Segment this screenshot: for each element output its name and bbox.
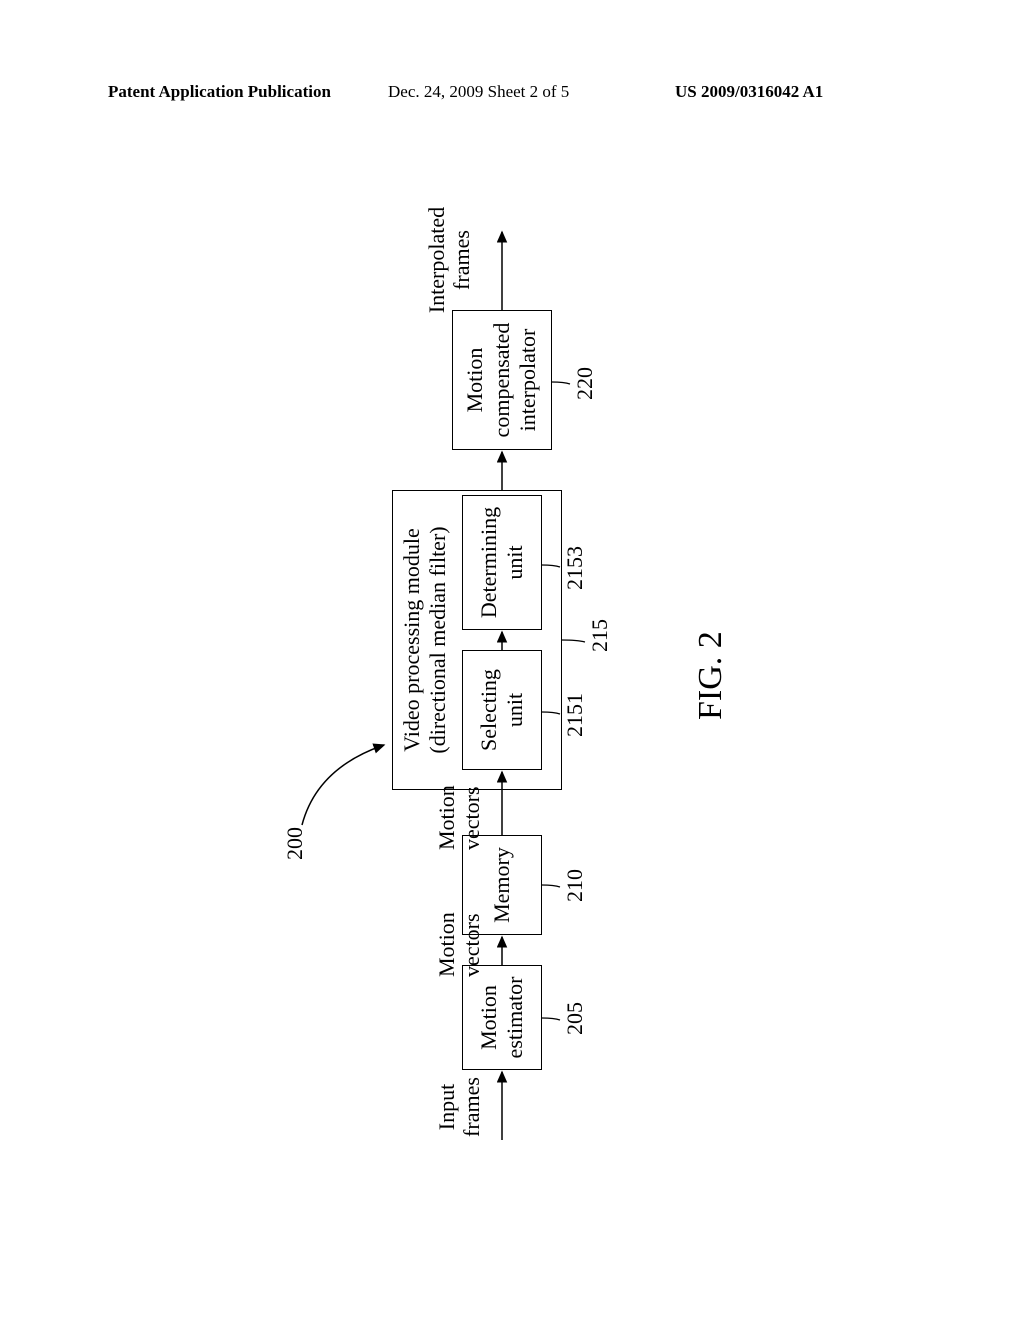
selecting-line2: unit [502, 693, 528, 727]
output-label: Interpolated frames [424, 200, 475, 320]
header-right: US 2009/0316042 A1 [675, 82, 823, 102]
determining-line1: Determining [476, 507, 502, 618]
module-title-line1: Video processing module [399, 528, 425, 752]
mci-line3: interpolator [515, 329, 541, 432]
ref-2151: 2151 [562, 693, 588, 737]
ref-200: 200 [282, 827, 308, 860]
module-title-line2: (directional median filter) [425, 526, 451, 753]
header-left: Patent Application Publication [108, 82, 331, 102]
ref-205: 205 [562, 1002, 588, 1035]
figure-caption: FIG. 2 [692, 631, 730, 720]
input-label: Input frames [434, 1072, 485, 1142]
motion-estimator-line2: estimator [502, 977, 528, 1059]
selecting-line1: Selecting [476, 669, 502, 751]
ref-220: 220 [572, 367, 598, 400]
motion-vectors-label-1: Motion vectors [434, 902, 485, 977]
ref-2153: 2153 [562, 546, 588, 590]
selecting-unit-box: Selecting unit [462, 650, 542, 770]
mci-line2: compensated [489, 323, 515, 438]
motion-estimator-line1: Motion [476, 985, 502, 1050]
mci-line1: Motion [462, 348, 488, 413]
memory-line1: Memory [489, 847, 515, 923]
ref-215: 215 [587, 619, 613, 652]
motion-vectors-label-2: Motion vectors [434, 775, 485, 850]
header-center: Dec. 24, 2009 Sheet 2 of 5 [388, 82, 569, 102]
determining-unit-box: Determining unit [462, 495, 542, 630]
mci-box: Motion compensated interpolator [452, 310, 552, 450]
determining-line2: unit [502, 545, 528, 579]
motion-estimator-box: Motion estimator [462, 965, 542, 1070]
diagram: Video processing module (directional med… [162, 160, 862, 1160]
ref-210: 210 [562, 869, 588, 902]
